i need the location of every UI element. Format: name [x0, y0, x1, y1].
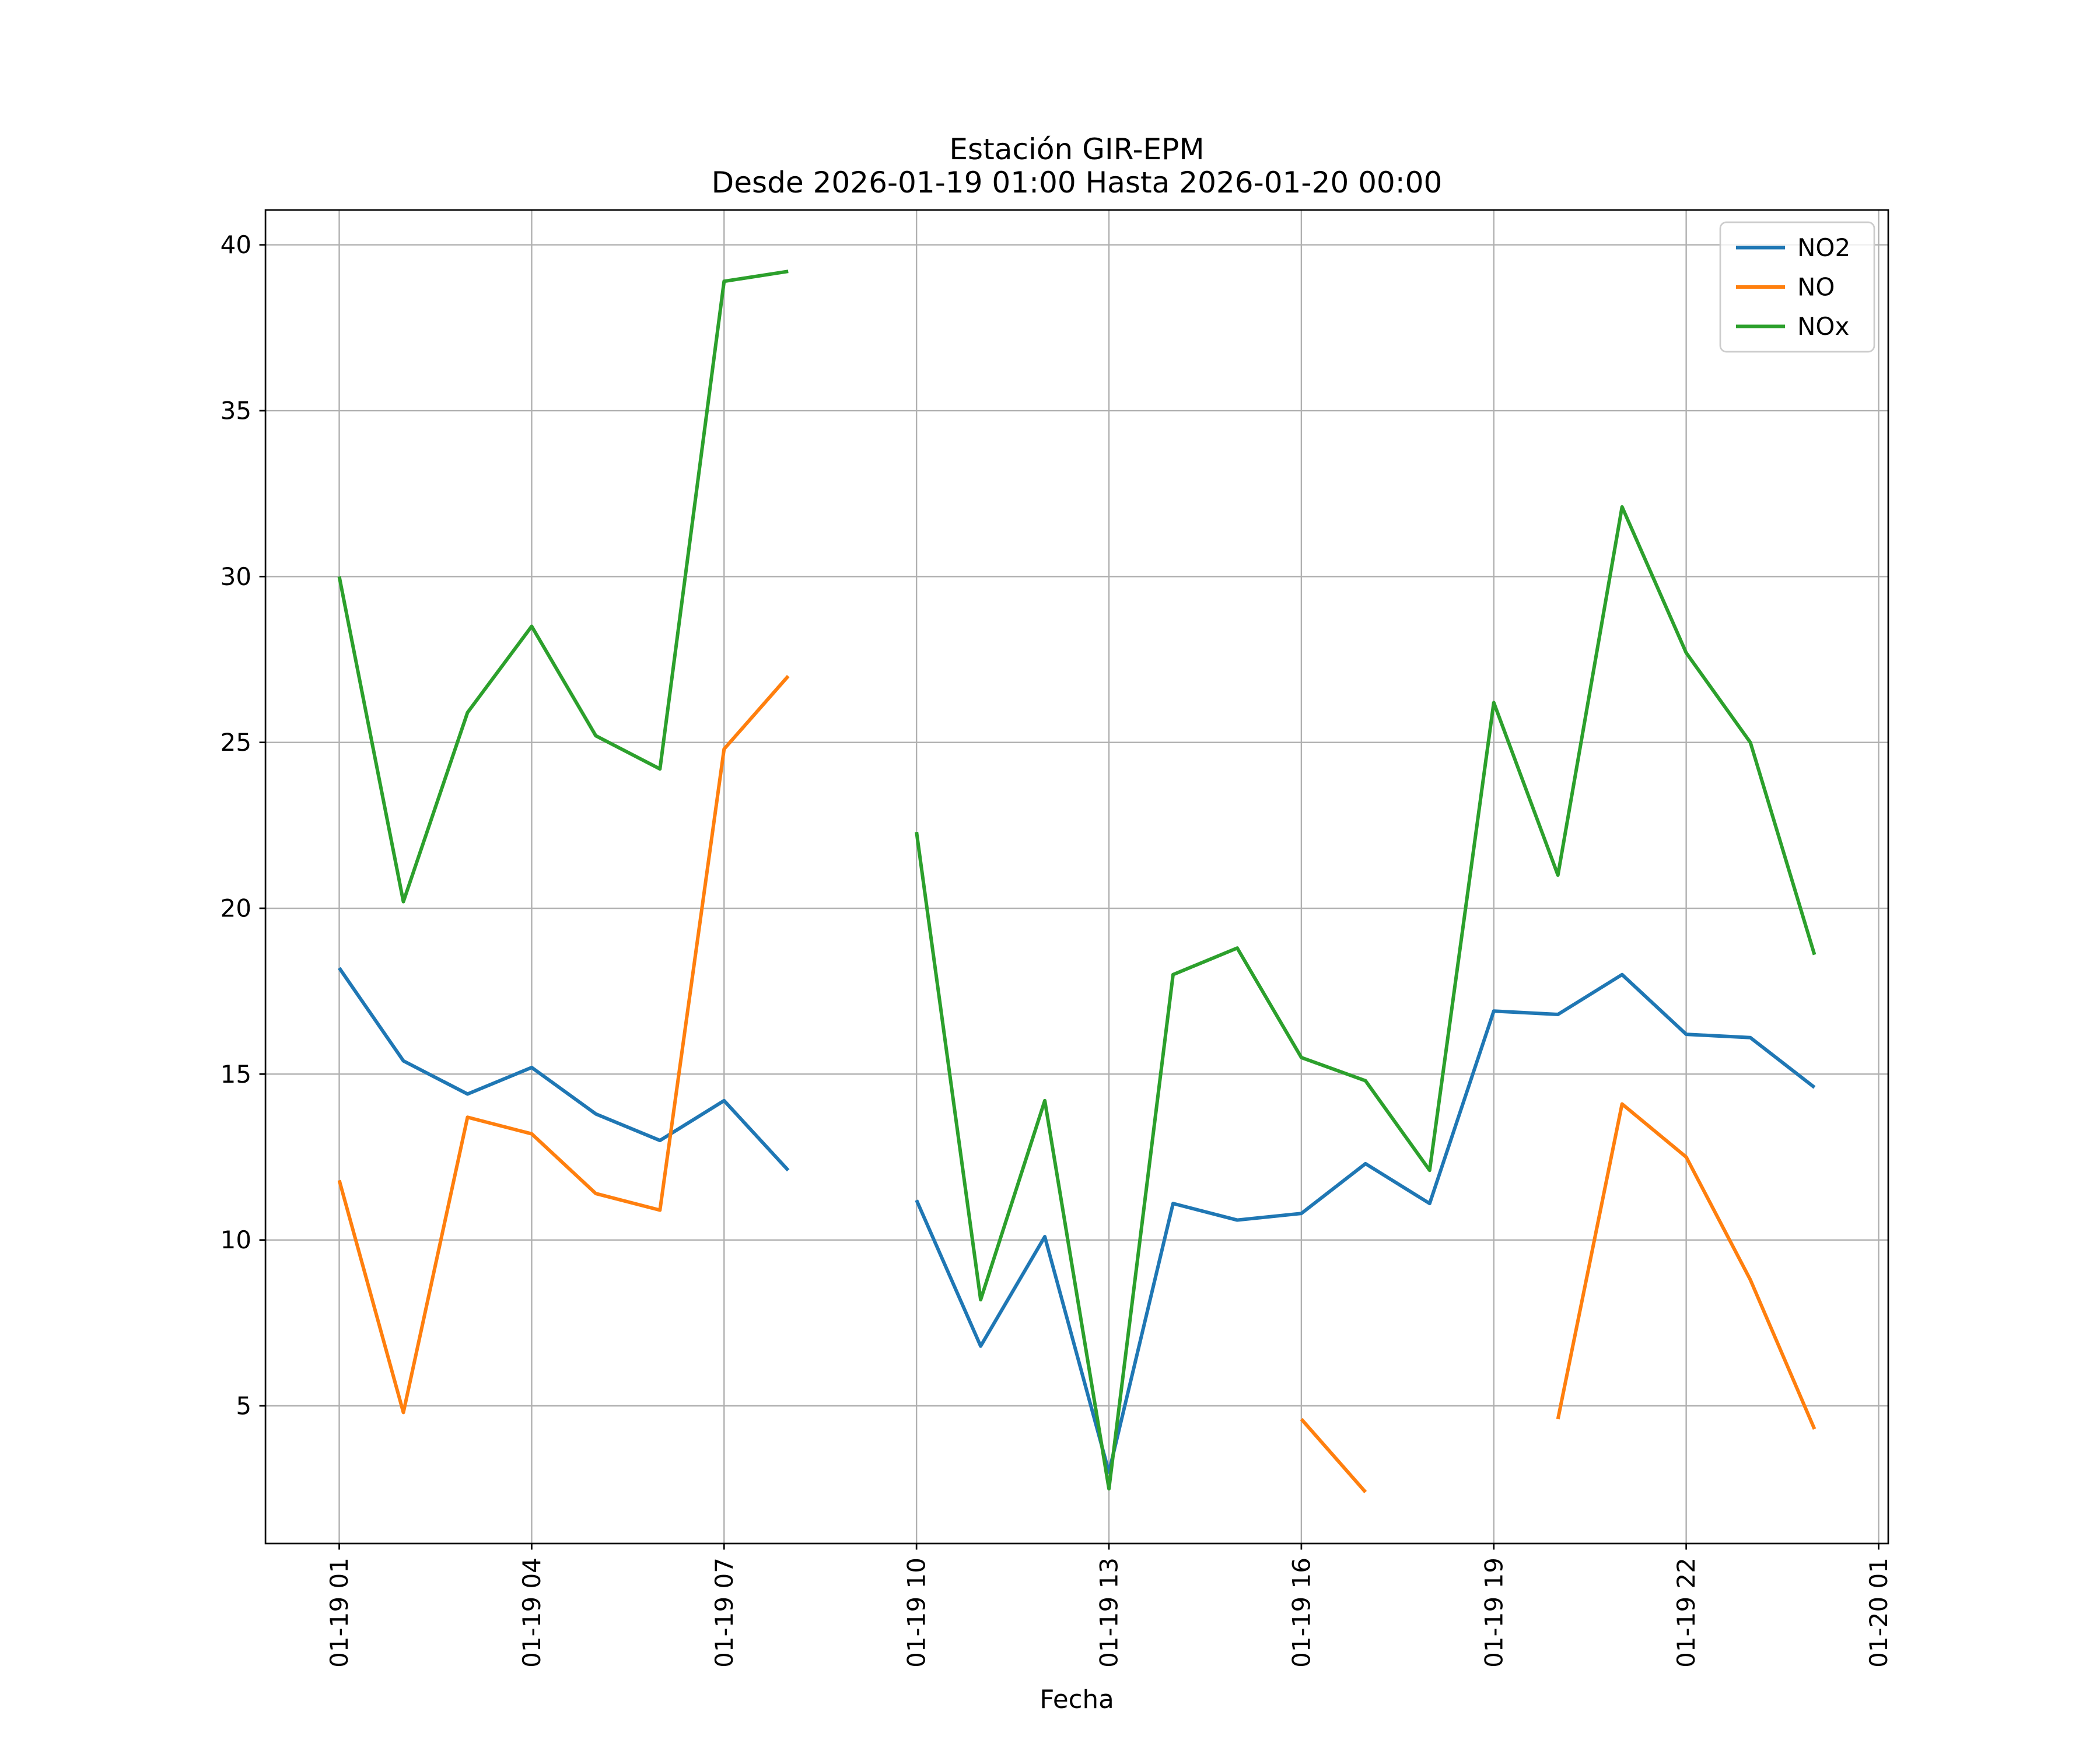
series-line-no	[337, 674, 790, 1415]
x-tick-label: 01-19 19	[1479, 1558, 1508, 1668]
y-tick-label: 10	[220, 1226, 251, 1254]
y-tick-label: 15	[220, 1060, 251, 1088]
series-line-no2	[338, 967, 790, 1172]
y-tick-label: 35	[220, 397, 251, 425]
series-line-nox	[337, 270, 789, 904]
legend-entry-label: NO	[1797, 273, 1835, 302]
series-line-no2	[915, 972, 1816, 1474]
y-tick-label: 25	[220, 728, 251, 757]
x-tick-label: 01-19 16	[1287, 1558, 1315, 1668]
x-tick-label: 01-19 22	[1672, 1558, 1700, 1668]
x-tick-label: 01-19 10	[902, 1558, 931, 1668]
chart-title: Estación GIR-EPM Desde 2026-01-19 01:00 …	[265, 131, 1888, 200]
legend-box	[1719, 221, 1875, 353]
y-tick-label: 20	[220, 894, 251, 923]
legend-entry-label: NO2	[1797, 233, 1850, 262]
y-tick-label: 5	[236, 1392, 251, 1420]
legend: NO2 NO NOx	[1719, 221, 1875, 353]
x-tick-label: 01-19 04	[517, 1558, 546, 1668]
legend-entry-label: NOx	[1797, 312, 1849, 341]
y-tick-label: 30	[220, 562, 251, 591]
x-tick-label: 01-19 13	[1095, 1558, 1124, 1668]
series-line-nox	[915, 505, 1817, 1491]
chart-title-line2: Desde 2026-01-19 01:00 Hasta 2026-01-20 …	[711, 164, 1443, 200]
x-tick-label: 01-20 01	[1864, 1558, 1893, 1668]
series-line-no	[1300, 1418, 1367, 1493]
x-tick-label: 01-19 01	[325, 1558, 354, 1668]
y-tick-label: 40	[220, 230, 251, 259]
x-tick-label: 01-19 07	[710, 1558, 738, 1668]
plot-border	[264, 209, 1889, 1545]
x-axis-label: Fecha	[1040, 1687, 1114, 1715]
series-line-no	[1556, 1102, 1817, 1430]
chart-title-line1: Estación GIR-EPM	[949, 131, 1205, 166]
